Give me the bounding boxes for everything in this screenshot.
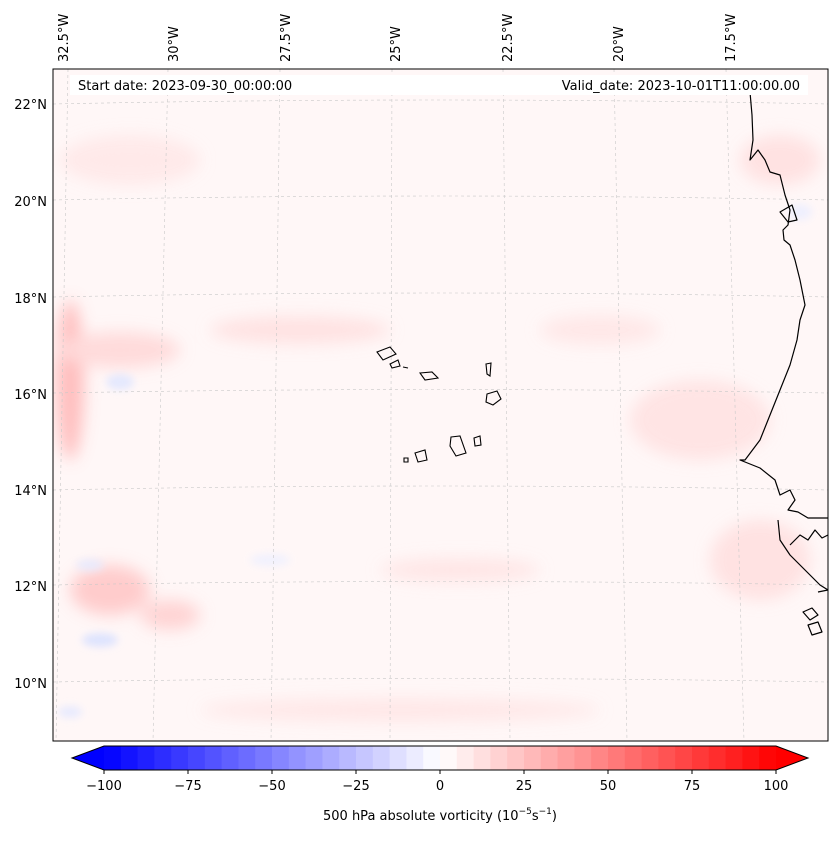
colorbar-tick-label: 100	[764, 779, 789, 794]
lon-label: 25°W	[389, 26, 404, 62]
colorbar-swatch	[305, 746, 323, 770]
colorbar-tick-label: −75	[174, 779, 201, 794]
colorbar-swatch	[188, 746, 206, 770]
lat-label: 20°N	[14, 195, 47, 210]
colorbar-swatch	[389, 746, 407, 770]
colorbar-swatch	[322, 746, 340, 770]
lon-label: 30°W	[167, 26, 182, 62]
colorbar-swatch	[608, 746, 626, 770]
longitude-labels: 32.5°W 30°W 27.5°W 25°W 22.5°W 20°W 17.5…	[57, 14, 739, 62]
colorbar-swatch	[456, 746, 475, 770]
colorbar-swatch	[356, 746, 374, 770]
colorbar-swatch	[204, 746, 223, 770]
colorbar-tick-label: 50	[600, 779, 617, 794]
colorbar-tick-label: 75	[684, 779, 701, 794]
lat-label: 14°N	[14, 484, 47, 499]
lat-label: 18°N	[14, 292, 47, 307]
colorbar-swatch	[104, 746, 122, 770]
colorbar-swatch	[658, 746, 676, 770]
colorbar-label: 500 hPa absolute vorticity (10−5s−1)	[323, 807, 557, 824]
colorbar-swatch	[574, 746, 592, 770]
colorbar-tick-label: 25	[516, 779, 533, 794]
colorbar: −100 −75 −50 −25 0 25 50 75 100 500 hPa absolute…	[70, 745, 810, 824]
date-strip	[70, 75, 808, 95]
lat-label: 10°N	[14, 677, 47, 692]
colorbar-swatch	[406, 746, 424, 770]
colorbar-swatch	[440, 746, 458, 770]
colorbar-tick-label: −100	[86, 779, 122, 794]
colorbar-high-extend	[776, 746, 808, 770]
colorbar-swatch	[507, 746, 525, 770]
valid-date-label: Valid_date: 2023-10-01T11:00:00.00	[562, 79, 800, 94]
colorbar-swatch	[423, 746, 441, 770]
colorbar-swatch	[540, 746, 559, 770]
latitude-labels: 22°N 20°N 18°N 16°N 14°N 12°N 10°N	[14, 98, 47, 692]
colorbar-swatch	[238, 746, 256, 770]
colorbar-swatch	[372, 746, 391, 770]
lon-label: 17.5°W	[724, 14, 739, 62]
colorbar-tick-label: −25	[342, 779, 369, 794]
colorbar-swatch	[120, 746, 139, 770]
lat-label: 16°N	[14, 388, 47, 403]
colorbar-tick-label: 0	[436, 779, 444, 794]
coastline	[739, 91, 828, 636]
lat-label: 12°N	[14, 580, 47, 595]
colorbar-swatch	[339, 746, 357, 770]
colorbar-swatch	[154, 746, 172, 770]
lon-label: 32.5°W	[57, 14, 72, 62]
colorbar-swatch	[708, 746, 727, 770]
colorbar-swatch	[641, 746, 659, 770]
gridlines	[53, 69, 828, 741]
map-frame	[52, 68, 829, 742]
colorbar-swatch	[171, 746, 189, 770]
start-date-label: Start date: 2023-09-30_00:00:00	[78, 79, 292, 94]
colorbar-swatch	[221, 746, 239, 770]
cape-verde-islands	[376, 346, 502, 463]
colorbar-swatch	[272, 746, 290, 770]
vorticity-field	[53, 69, 828, 741]
colorbar-swatch	[255, 746, 273, 770]
colorbar-swatch	[742, 746, 760, 770]
colorbar-ticks: −100 −75 −50 −25 0 25 50 75 100	[86, 770, 788, 794]
colorbar-swatch	[473, 746, 491, 770]
colorbar-swatch	[759, 746, 777, 770]
colorbar-swatch	[557, 746, 575, 770]
colorbar-swatch	[524, 746, 542, 770]
lon-label: 27.5°W	[279, 14, 294, 62]
colorbar-swatches	[104, 746, 777, 770]
colorbar-swatch	[624, 746, 643, 770]
lon-label: 20°W	[612, 26, 627, 62]
colorbar-tick-label: −50	[258, 779, 285, 794]
lon-label: 22.5°W	[501, 14, 516, 62]
colorbar-low-extend	[72, 746, 104, 770]
colorbar-swatch	[692, 746, 710, 770]
lat-label: 22°N	[14, 98, 47, 113]
colorbar-swatch	[675, 746, 693, 770]
colorbar-swatch	[490, 746, 508, 770]
colorbar-swatch	[591, 746, 609, 770]
colorbar-swatch	[137, 746, 155, 770]
colorbar-swatch	[288, 746, 307, 770]
colorbar-swatch	[725, 746, 743, 770]
